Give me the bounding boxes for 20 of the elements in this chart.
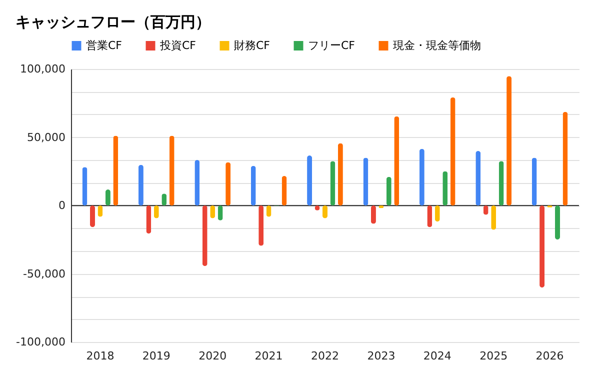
x-tick-label: 2020 bbox=[198, 350, 227, 362]
y-tick-label: 100,000 bbox=[20, 62, 66, 76]
x-tick-label: 2023 bbox=[367, 350, 396, 362]
x-tick-label: 2026 bbox=[536, 350, 564, 362]
legend-label: 営業CF bbox=[86, 38, 122, 52]
x-tick-label: 2025 bbox=[480, 350, 508, 362]
y-tick-label: 0 bbox=[58, 199, 66, 212]
x-tick-label: 2024 bbox=[423, 350, 452, 362]
chart-title: キャッシュフロー（百万円） bbox=[16, 13, 211, 31]
x-tick-label: 2021 bbox=[254, 350, 283, 362]
legend-label: 投資CF bbox=[159, 38, 196, 52]
y-tick-label: -100,000 bbox=[16, 336, 66, 348]
x-tick-label: 2018 bbox=[86, 350, 114, 362]
x-tick-label: 2022 bbox=[311, 350, 339, 362]
y-tick-label: -50,000 bbox=[23, 267, 66, 280]
legend-label: 現金・現金等価物 bbox=[393, 38, 481, 52]
legend-label: 財務CF bbox=[234, 38, 270, 52]
y-tick-label: 50,000 bbox=[27, 130, 66, 144]
legend-label: フリーCF bbox=[308, 38, 356, 52]
x-tick-label: 2019 bbox=[142, 350, 170, 362]
